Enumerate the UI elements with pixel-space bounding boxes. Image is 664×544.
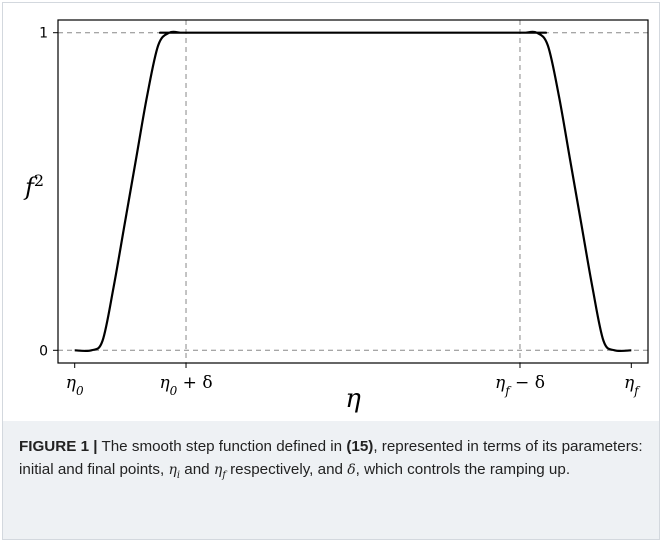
y-axis-label: f2 <box>23 171 44 202</box>
eta-i-base: η <box>168 462 177 478</box>
caption-delta: δ <box>347 462 356 478</box>
eta-f-base: η <box>213 462 223 478</box>
caption-text-d: respectively, and <box>225 461 348 478</box>
step-function-chart: 0 1 η0 η0 + δ ηf − δ ηf f2 η <box>23 19 649 414</box>
x-tick-label-1: η0 + δ <box>159 373 212 398</box>
x-tick-label-3: ηf <box>624 373 641 398</box>
y-tick-label-0: 0 <box>39 343 48 359</box>
x-tick-label-0: η0 <box>66 373 84 398</box>
caption-eta-f: ηf <box>213 462 226 481</box>
caption-equation-ref: (15) <box>346 438 374 455</box>
series-line-0 <box>74 30 632 353</box>
caption-eta-i: ηi <box>168 462 181 481</box>
x-tick-label-2: ηf − δ <box>495 373 545 398</box>
eta-f-sub: f <box>222 469 226 481</box>
y-tick-label-1: 1 <box>39 26 48 42</box>
x-axis-label: η <box>345 384 361 414</box>
eta-i-sub: i <box>176 469 181 481</box>
caption-text-b: , represented in terms of its parameters… <box>19 438 643 478</box>
plot-card: 0 1 η0 η0 + δ ηf − δ ηf f2 η <box>3 3 659 421</box>
caption-text-a: The smooth step function defined in <box>97 438 347 455</box>
figure-caption: FIGURE 1 | The smooth step function defi… <box>19 435 645 487</box>
caption-text-c: and <box>180 461 214 478</box>
caption-label: FIGURE 1 | <box>19 438 98 455</box>
plot-frame <box>57 19 649 364</box>
caption-text-e: , which controls the ramping up. <box>355 461 571 478</box>
